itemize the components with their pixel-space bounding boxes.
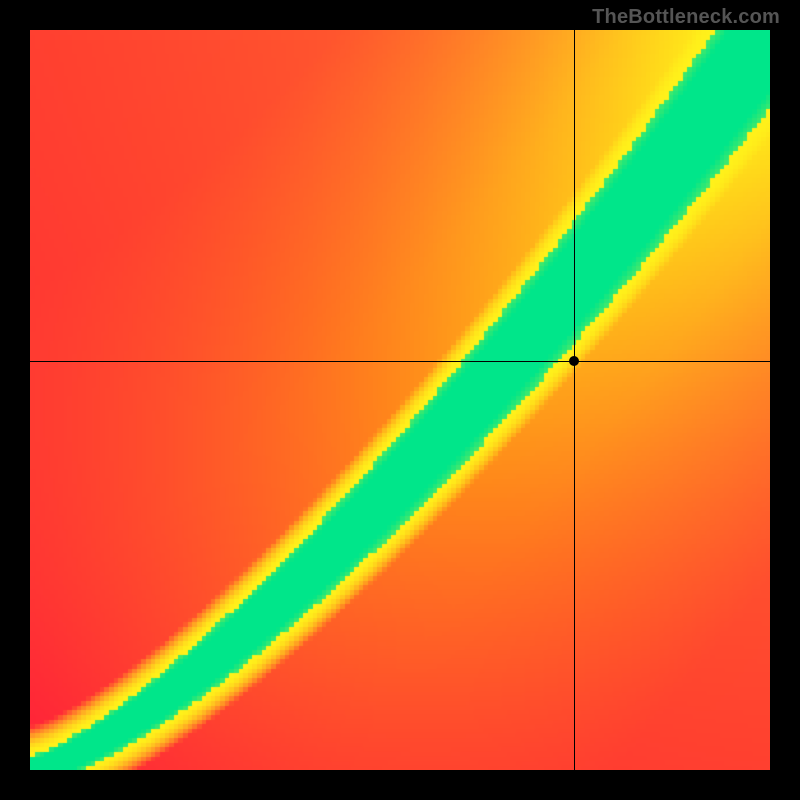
watermark: TheBottleneck.com [592, 6, 780, 29]
crosshair-vertical [574, 30, 575, 770]
heatmap-canvas [30, 30, 770, 770]
crosshair-marker [569, 356, 579, 366]
plot-area [30, 30, 770, 770]
crosshair-horizontal [30, 361, 770, 362]
